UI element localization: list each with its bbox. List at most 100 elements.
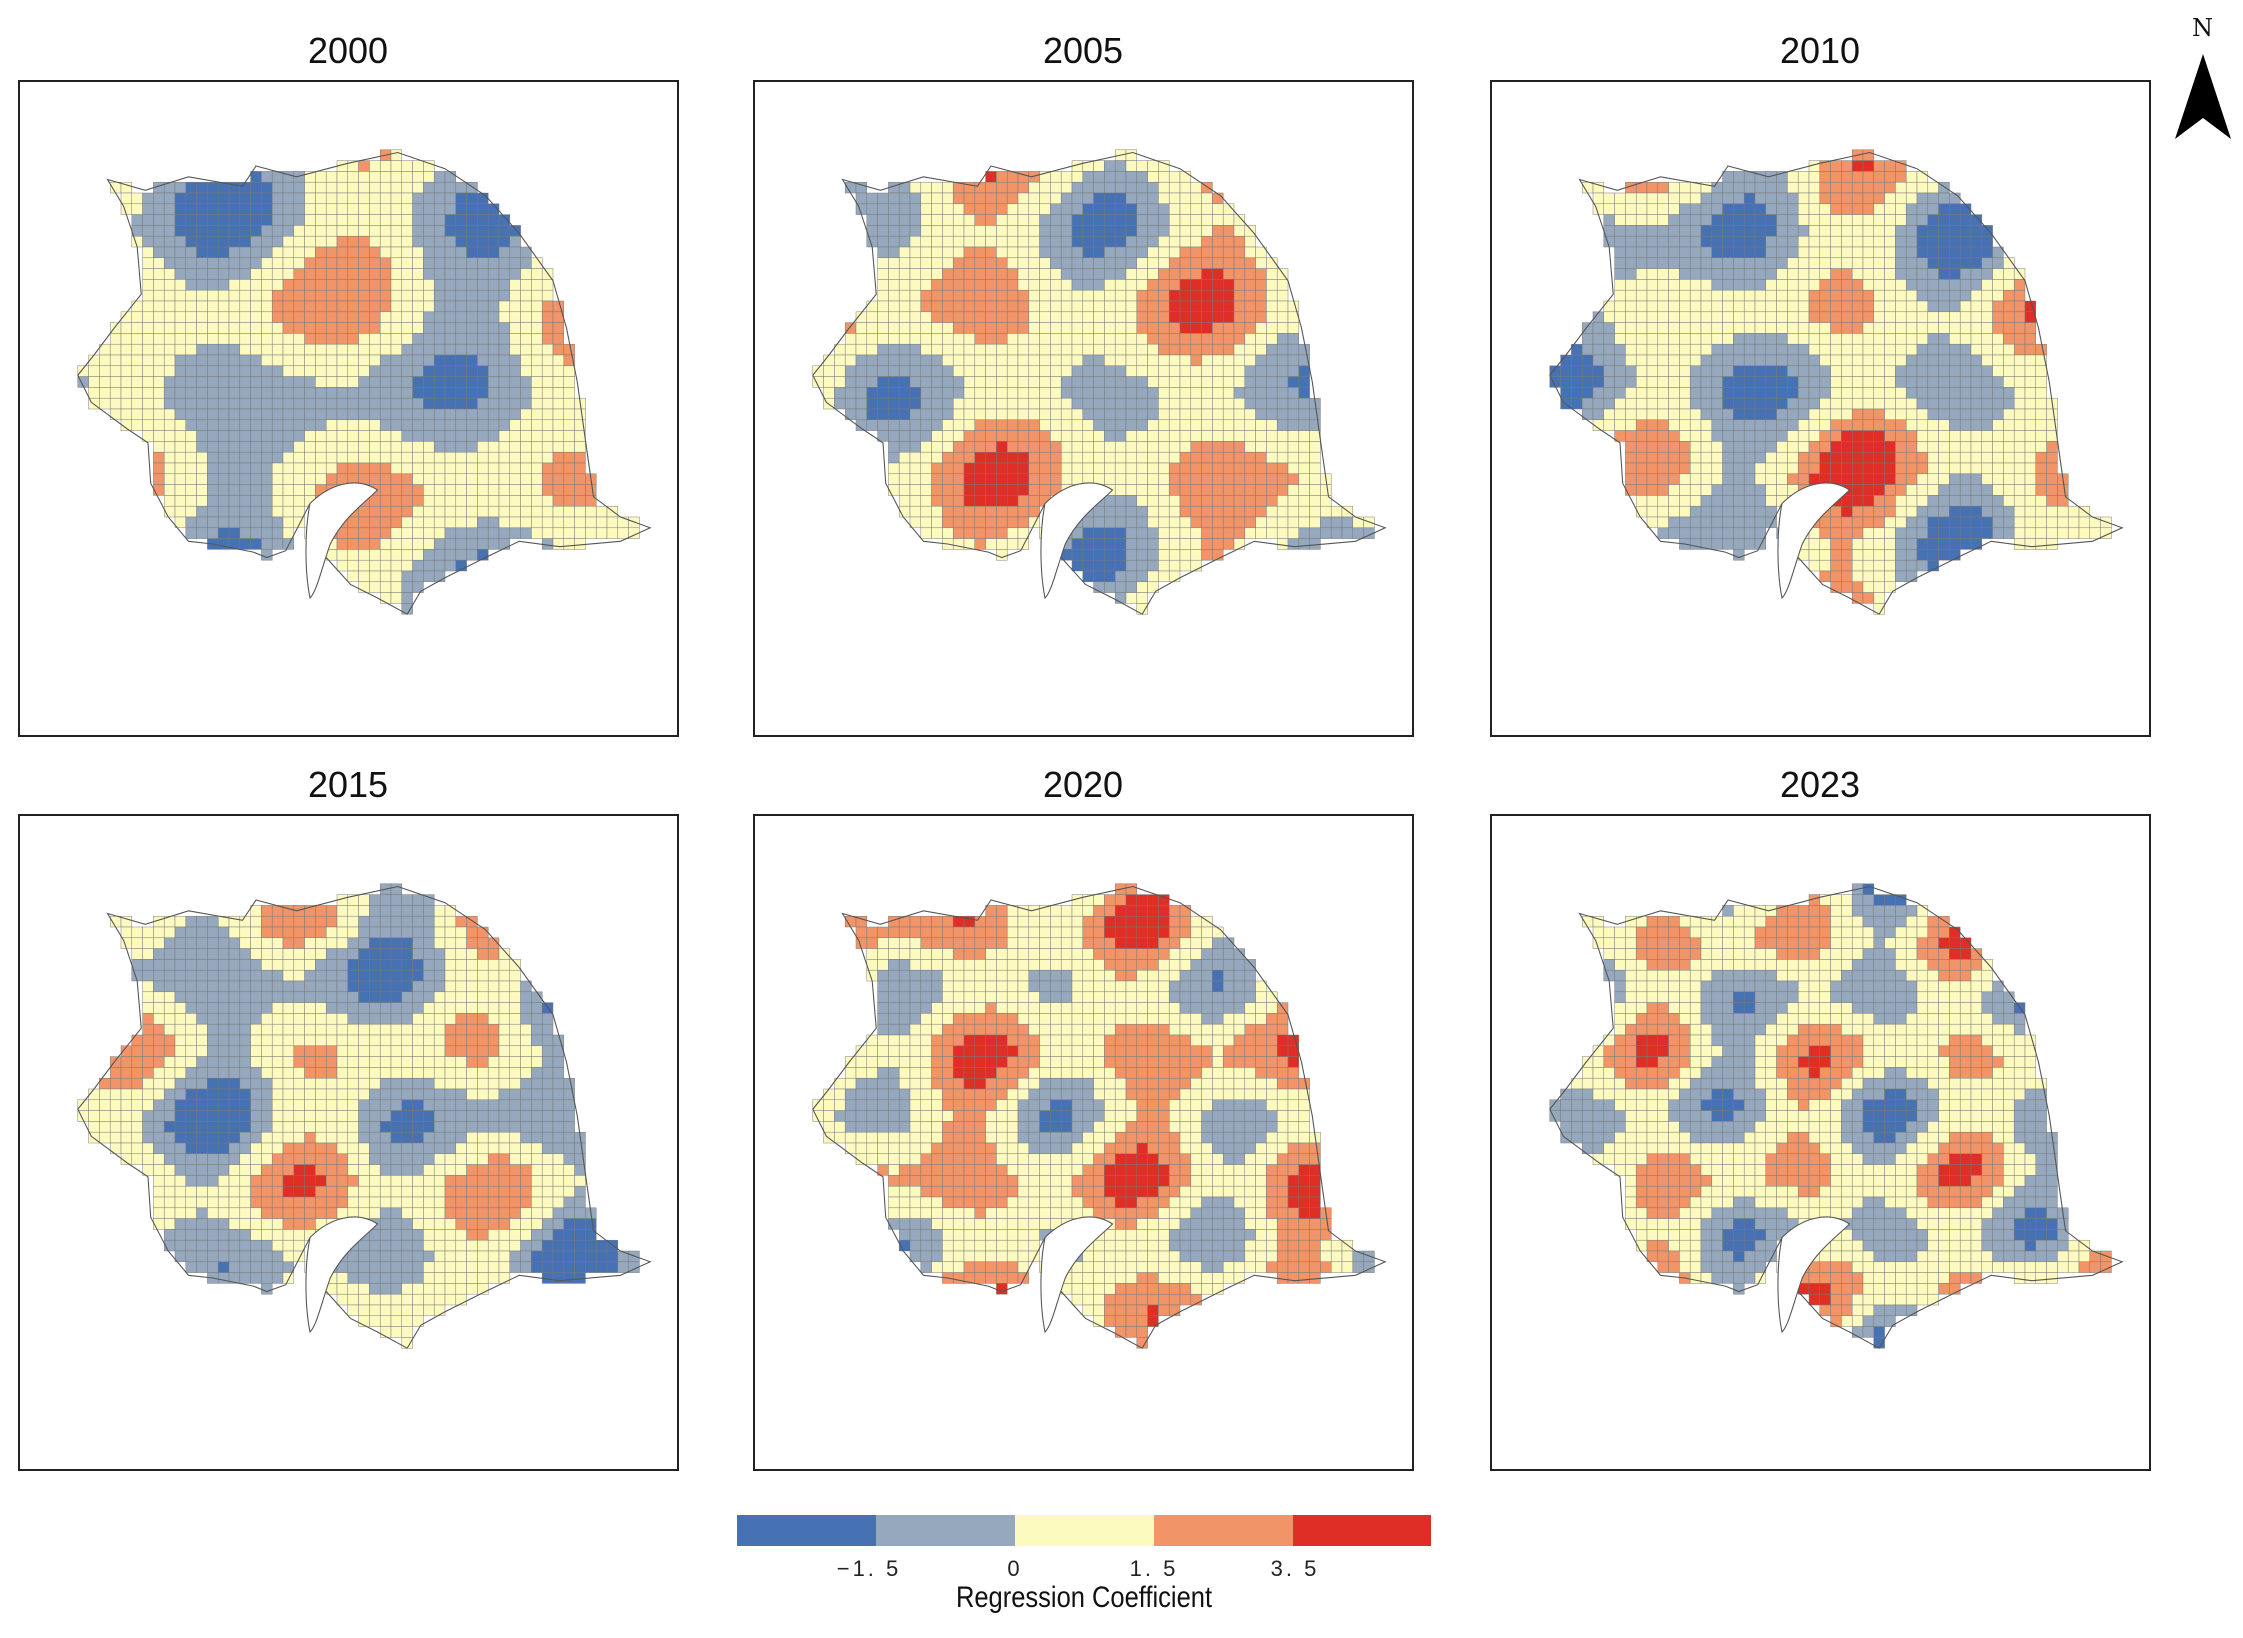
grid-cell [974,300,986,313]
grid-cell [1668,225,1680,237]
grid-cell [1765,333,1777,345]
grid-cell [498,1034,511,1047]
grid-cell [487,268,500,280]
grid-cell [1700,484,1713,496]
grid-cell [239,991,251,1003]
grid-cell [1244,343,1256,356]
grid-cell [1233,289,1246,302]
grid-cell [217,1088,230,1101]
grid-cell [1679,203,1691,215]
grid-cell [996,181,1008,194]
grid-cell [185,225,197,237]
grid-cell [412,1034,424,1047]
grid-cell [1212,473,1224,485]
grid-cell [1765,397,1777,410]
grid-cell [217,1002,230,1014]
grid-cell [1125,387,1138,399]
grid-cell [390,948,403,960]
grid-cell [866,397,878,410]
grid-cell [1276,365,1289,377]
grid-cell [358,937,370,949]
grid-cell [1938,473,1950,485]
grid-cell [877,311,889,323]
grid-cell [1992,387,2004,399]
grid-cell [996,343,1008,356]
grid-cell [390,894,403,906]
grid-cell [207,279,219,291]
grid-cell [1787,397,1799,410]
grid-cell [1657,387,1669,399]
grid-cell [1158,462,1170,475]
grid-cell [1201,257,1213,269]
grid-cell [1625,419,1637,431]
grid-cell [315,225,327,237]
grid-cell [1179,505,1192,518]
grid-cell [455,322,467,334]
grid-cell [163,937,176,949]
grid-cell [920,408,932,421]
grid-cell [844,376,857,388]
grid-cell [1959,354,1972,367]
grid-cell [1657,516,1669,529]
grid-cell [1104,527,1116,539]
grid-cell [1992,333,2004,345]
grid-cell [1603,419,1615,431]
grid-cell [1970,257,1983,269]
grid-cell [1158,527,1170,539]
grid-cell [1104,333,1116,345]
grid-cell [552,322,565,334]
grid-cell [1689,322,1702,334]
grid-cell [1765,181,1777,194]
grid-cell [1233,484,1246,496]
grid-cell [347,991,359,1003]
grid-cell [1201,365,1213,377]
grid-cell [552,343,565,356]
grid-cell [974,473,986,485]
grid-cell [1668,246,1680,259]
grid-cell [1689,538,1702,550]
grid-cell [207,257,219,269]
grid-cell [423,1077,435,1090]
grid-cell [347,937,359,949]
grid-cell [239,289,251,302]
grid-cell [142,246,154,259]
grid-cell [390,387,403,399]
grid-cell [228,527,241,539]
grid-cell [325,1077,338,1090]
grid-cell [1873,376,1885,388]
grid-cell [2013,289,2026,302]
grid-cell [304,333,316,345]
grid-cell [898,387,911,399]
grid-cell [1722,171,1734,183]
grid-cell [1158,311,1170,323]
grid-cell [1093,430,1105,442]
grid-cell [1765,322,1777,334]
grid-cell [325,203,338,215]
grid-cell [466,516,478,529]
grid-cell [888,430,900,442]
grid-cell [1017,311,1030,323]
grid-cell [498,322,511,334]
grid-cell [347,1056,359,1068]
grid-cell [1959,516,1972,529]
north-arrow: N [2170,14,2234,149]
grid-cell [401,559,413,572]
grid-cell [1060,462,1073,475]
grid-cell [1700,462,1713,475]
grid-cell [271,387,284,399]
grid-cell [153,343,165,356]
grid-cell [1657,484,1669,496]
grid-cell [1862,333,1875,345]
grid-cell [1851,192,1864,205]
grid-cell [1905,192,1918,205]
grid-cell [1309,441,1321,453]
grid-cell [423,1013,435,1025]
grid-cell [1179,462,1192,475]
grid-cell [444,289,457,302]
grid-cell [174,441,187,453]
grid-cell [217,430,230,442]
grid-cell [444,1077,457,1090]
grid-cell [228,235,241,248]
grid-cell [1614,300,1626,313]
grid-cell [2013,516,2026,529]
